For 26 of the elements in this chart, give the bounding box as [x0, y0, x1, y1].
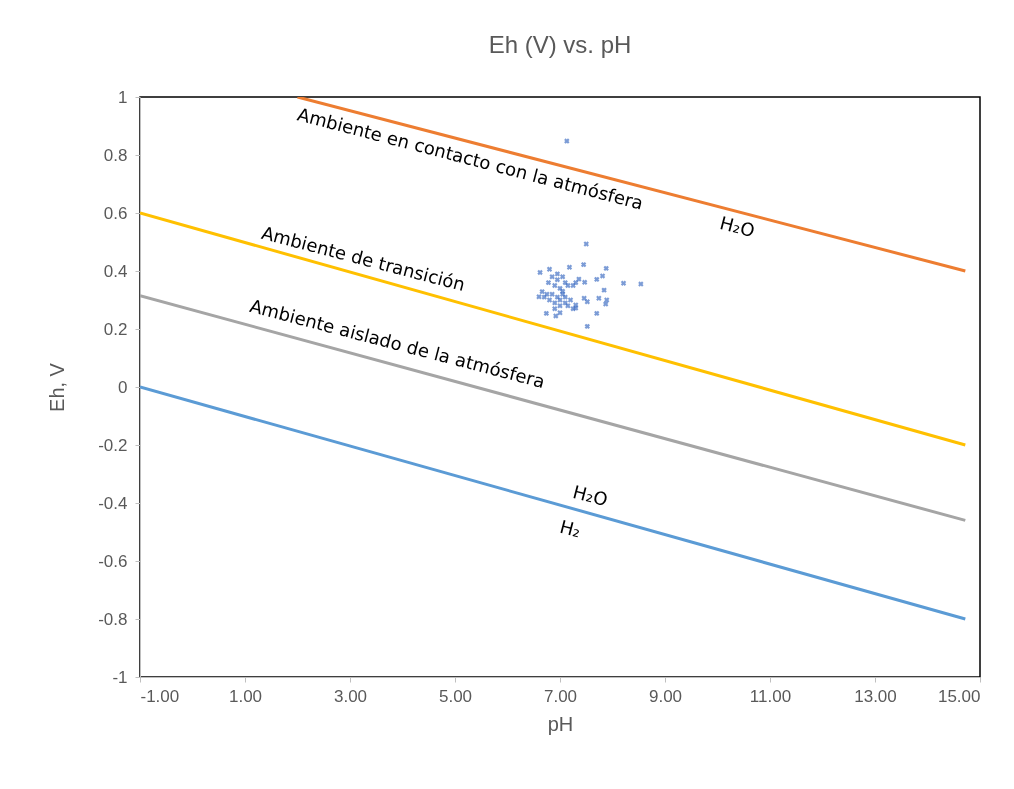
x-tick-label: -1.00: [140, 686, 180, 706]
annotation: H₂O: [570, 480, 610, 511]
x-tick-label: 1.00: [228, 686, 263, 706]
x-tick-label: 7.00: [543, 686, 578, 706]
x-tick-label: 15.00: [937, 686, 981, 706]
x-tick-label: 9.00: [648, 686, 683, 706]
y-tick-label: -0.8: [98, 609, 128, 629]
y-tick-label: -0.4: [98, 493, 128, 513]
y-axis-title: Eh, V: [46, 362, 69, 412]
y-tick-label: -1: [112, 667, 128, 687]
x-tick-label: 3.00: [333, 686, 368, 706]
y-tick-label: 0.2: [103, 319, 128, 339]
x-axis-title: pH: [547, 712, 574, 735]
annotation: H₂: [557, 515, 584, 542]
x-tick-label: 13.00: [854, 686, 897, 706]
y-tick-label: 0.6: [103, 203, 128, 223]
y-tick-label: -0.2: [98, 435, 128, 455]
y-tick-label: 1: [118, 87, 128, 107]
y-tick-label: 0.4: [103, 261, 128, 281]
x-tick-label: 5.00: [438, 686, 473, 706]
y-tick-label: -0.6: [98, 551, 128, 571]
chart-title: Eh (V) vs. pH: [488, 31, 632, 58]
annotation: H₂O: [717, 211, 757, 242]
y-tick-label: 0.8: [103, 145, 128, 165]
x-tick-label: 11.00: [749, 686, 792, 706]
y-tick-label: 0: [118, 377, 128, 397]
